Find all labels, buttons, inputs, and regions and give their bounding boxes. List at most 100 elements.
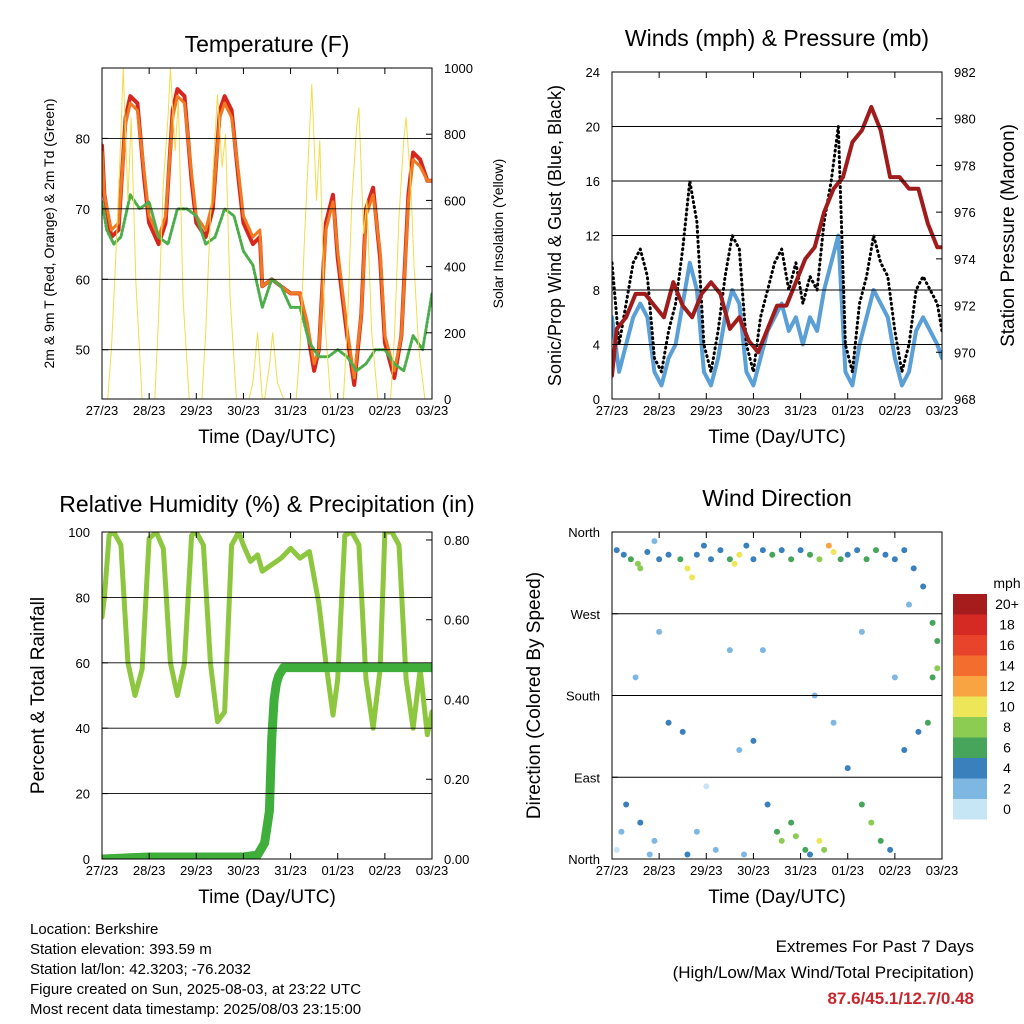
x-tick-label: 27/23 [86,863,119,878]
y2-axis-label: Solar Insolation (Yellow) [490,159,506,309]
direction-point [868,819,875,826]
plot-area [102,68,432,399]
direction-point [887,846,894,853]
speed-legend-label: 16 [999,637,1015,653]
y-tick-label: South [566,689,600,704]
direction-point [837,556,844,563]
direction-point [877,837,884,844]
y2-tick-label: 972 [954,299,976,314]
direction-point [656,556,663,563]
x-tick-label: 03/23 [926,403,959,418]
y-axis-label: Sonic/Prop Wind & Gust (Blue, Black) [545,85,565,386]
chart-panel-2: Winds (mph) & Pressure (mb) 27/23 28/23 29/… [545,25,1019,448]
x-tick-label: 28/23 [643,863,676,878]
location-text: Location: Berkshire [30,921,159,938]
direction-point [632,674,639,681]
chart-panel-3: Relative Humidity (%) & Precipitation (i… [28,491,475,908]
direction-point [910,565,917,572]
direction-point [736,747,743,753]
y-tick-label: 8 [593,283,600,298]
chart-title: Winds (mph) & Pressure (mb) [625,25,929,51]
y2-tick-label: 970 [954,345,976,360]
direction-point [684,851,691,858]
direction-point [821,846,828,853]
direction-point [797,547,804,554]
direction-point [750,556,757,563]
chart-title: Relative Humidity (%) & Precipitation (i… [59,491,474,517]
direction-point [700,542,707,549]
y-axis-label: Percent & Total Rainfall [28,597,49,794]
y2-tick-label: 1000 [444,61,473,76]
direction-point [637,565,644,572]
speed-legend-label: 6 [1003,740,1011,756]
x-tick-label: 02/23 [369,403,402,418]
x-tick-label: 28/23 [133,863,166,878]
direction-point [656,628,663,635]
x-tick-label: 01/23 [831,863,864,878]
direction-point [901,747,908,753]
direction-point [807,851,813,858]
x-tick-label: 29/23 [690,863,723,878]
direction-point [743,542,750,549]
direction-point [929,674,936,681]
x-tick-label: 31/23 [784,403,817,418]
direction-point [665,551,672,558]
x-tick-label: 31/23 [274,403,307,418]
y2-tick-label: 974 [954,252,976,267]
y2-axis-label: Station Pressure (Maroon) [998,124,1019,347]
speed-legend-swatch [953,635,987,656]
x-tick-label: 30/23 [737,863,770,878]
speed-legend-swatch [953,676,987,697]
y-tick-label: 0 [83,852,90,867]
direction-point [901,547,908,554]
direction-point [759,547,766,554]
y2-tick-label: 0.00 [444,852,469,867]
y2-tick-label: 976 [954,205,976,220]
x-tick-label: 31/23 [784,863,817,878]
y-tick-label: 100 [68,525,90,540]
direction-point [788,556,795,563]
speed-legend-label: 14 [999,658,1015,674]
x-tick-label: 29/23 [180,403,213,418]
speed-legend-label: 8 [1003,719,1011,735]
station-info: Location: Berkshire Station elevation: 3… [30,920,361,1020]
direction-point [618,828,625,835]
speed-legend-label: 12 [999,678,1015,694]
direction-point [816,837,823,844]
direction-point [924,719,931,726]
x-tick-label: 28/23 [643,403,676,418]
direction-point [920,583,927,590]
direction-point [613,547,620,554]
y2-tick-label: 0.60 [444,613,469,628]
direction-point [634,560,641,567]
y2-tick-label: 0.20 [444,772,469,787]
direction-point [613,846,620,853]
direction-point [778,837,785,844]
direction-point [844,551,851,558]
y-tick-label: West [571,607,601,622]
direction-point [651,538,658,545]
x-axis-label: Time (Day/UTC) [708,887,846,908]
plot-frame [101,67,433,400]
speed-legend-swatch [953,799,987,820]
direction-point [769,551,776,558]
x-tick-label: 30/23 [227,863,260,878]
speed-legend-swatch [953,696,987,717]
y-tick-label: 50 [76,343,90,358]
direction-point [623,801,630,808]
y2-tick-label: 400 [444,260,466,275]
direction-point [830,548,837,555]
speed-legend-swatch [953,778,987,799]
direction-point [807,551,813,558]
y2-tick-label: 200 [444,326,466,341]
chart-panel-1: Temperature (F) 27/23 28/23 29/23 30/23 31/23… [41,31,506,448]
x-tick-label: 02/23 [879,403,912,418]
extremes-subtitle: (High/Low/Max Wind/Total Precipitation) [672,963,974,982]
direction-point [882,551,889,558]
extremes-values: 87.6/45.1/12.7/0.48 [827,989,974,1008]
plot-frame [101,531,433,860]
speed-legend-swatch [953,655,987,676]
series-wind [612,233,942,388]
x-tick-label: 03/23 [416,863,449,878]
speed-legend-title: mph [993,575,1020,591]
